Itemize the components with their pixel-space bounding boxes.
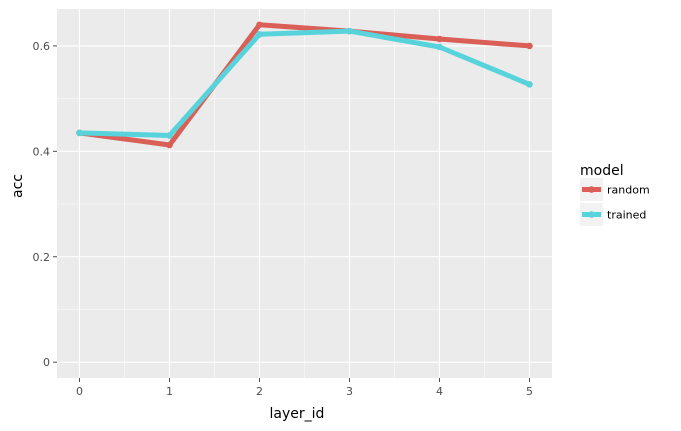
data-point-trained (76, 129, 83, 137)
data-point-random (526, 42, 533, 50)
data-point-trained (526, 81, 533, 88)
data-point-random (166, 141, 173, 149)
x-tick-label: 5 (526, 385, 533, 398)
legend-key-point-trained (588, 211, 595, 218)
legend-key-point-random (588, 186, 595, 193)
series-line-random (77, 22, 532, 148)
y-tick-label: 0.4 (33, 145, 51, 158)
grid-minor (57, 9, 552, 378)
legend-title: model (580, 163, 624, 179)
series-line-trained (77, 28, 532, 138)
x-tick-label: 3 (346, 385, 353, 398)
legend: model random trained (580, 163, 650, 226)
legend-label-random: random (607, 184, 650, 197)
grid-major (57, 9, 552, 378)
y-tick-label: 0.2 (33, 251, 51, 264)
data-point-random (256, 21, 263, 29)
data-point-trained (346, 27, 353, 35)
data-point-trained (436, 43, 443, 51)
x-tick-label: 2 (256, 385, 263, 398)
y-tick-label: 0.6 (33, 40, 51, 53)
data-point-trained (166, 132, 173, 139)
series-layer (76, 21, 533, 149)
x-tick-label: 0 (76, 385, 83, 398)
data-point-random (436, 35, 443, 43)
x-tick-label: 4 (436, 385, 443, 398)
legend-items: random trained (580, 178, 650, 226)
axis-ticks: 0 1 2 3 4 5 0 0.2 0.4 0.6 (33, 40, 534, 398)
legend-label-trained: trained (607, 209, 646, 222)
y-tick-label: 0 (43, 356, 50, 369)
x-tick-label: 1 (166, 385, 173, 398)
x-axis-title: layer_id (270, 406, 325, 422)
y-axis-title: acc (10, 174, 26, 198)
data-point-trained (256, 31, 263, 38)
